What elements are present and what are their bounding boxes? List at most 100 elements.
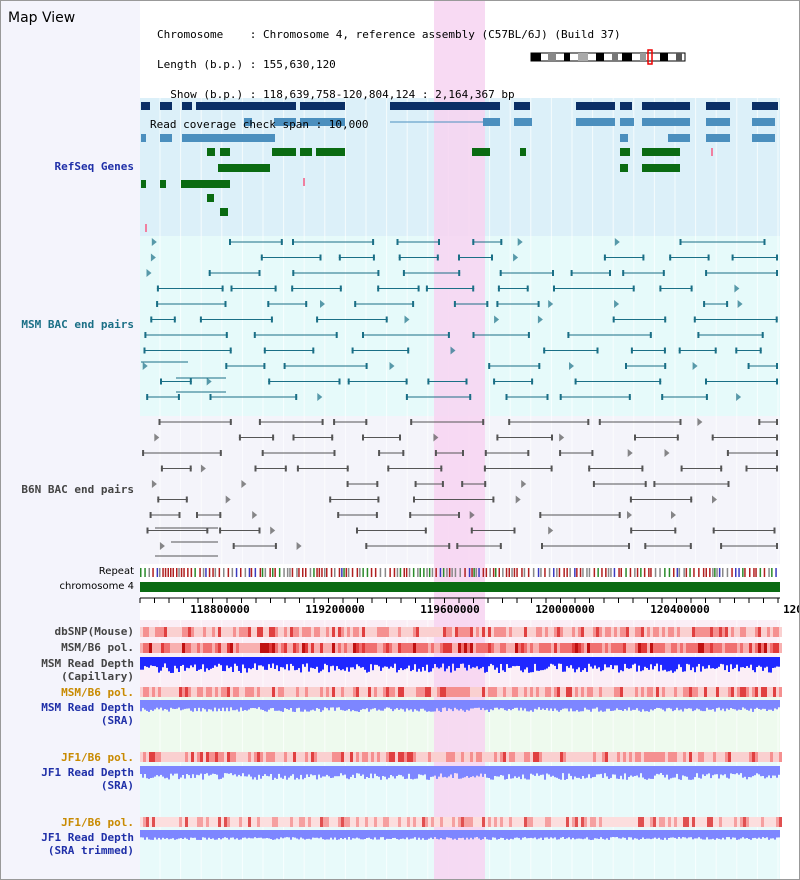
msm-depth-capillary-bar — [592, 657, 594, 669]
track-label-jf1-depth-sra[interactable]: JF1 Read Depth (SRA) — [41, 766, 134, 792]
msm-pol2-cell — [470, 687, 473, 697]
track-label-jf1-depth-trimmed[interactable]: JF1 Read Depth (SRA trimmed) — [41, 831, 134, 857]
track-label-msm-depth-sra[interactable]: MSM Read Depth (SRA) — [41, 701, 134, 727]
jf1-depth-trimmed-bar — [276, 830, 278, 839]
msm-depth-sra-bar — [428, 700, 430, 712]
jf1-depth-sra-bar — [368, 766, 370, 778]
jf1-pol-cell — [215, 752, 218, 762]
track-label-refseq[interactable]: RefSeq Genes — [54, 160, 134, 173]
msm-bac-pair-end — [208, 270, 211, 276]
jf1-depth-sra-bar — [688, 766, 690, 780]
jf1-depth-sra-bar — [470, 766, 472, 777]
msm-pol-cell — [206, 643, 209, 653]
track-label-b6n-bac[interactable]: B6N BAC end pairs — [21, 483, 134, 496]
msm-pol2-cell — [161, 687, 164, 697]
b6n-bac-pair-end — [644, 543, 647, 549]
msm-depth-sra-bar — [568, 700, 570, 712]
track-label-jf1-pol[interactable]: JF1/B6 pol. — [61, 751, 134, 764]
jf1-pol2-cell — [770, 817, 773, 827]
msm-bac-pair-end — [546, 394, 549, 400]
jf1-pol-cell — [200, 752, 203, 762]
jf1-depth-trimmed-bar — [398, 830, 400, 840]
msm-depth-capillary-bar — [672, 657, 674, 673]
jf1-pol-cell — [767, 752, 770, 762]
track-label-repeat[interactable]: Repeat — [98, 566, 134, 577]
jf1-depth-trimmed-bar — [428, 830, 430, 839]
msm-depth-sra-bar — [188, 700, 190, 709]
track-label-msm-depth-capillary[interactable]: MSM Read Depth (Capillary) — [41, 657, 134, 683]
msm-bac-pair-end — [417, 285, 420, 292]
msm-pol2-cell — [464, 687, 467, 697]
msm-bac-pair-end — [385, 316, 388, 323]
track-label-msm-pol[interactable]: MSM/B6 pol. — [61, 641, 134, 654]
jf1-pol-cell — [566, 752, 569, 762]
repeat-element — [162, 568, 164, 577]
dbsnp-cell — [311, 627, 314, 637]
repeat-element — [648, 568, 650, 577]
jf1-depth-sra-bar — [518, 766, 520, 777]
jf1-depth-trimmed-bar — [618, 830, 620, 839]
track-label-msm-bac[interactable]: MSM BAC end pairs — [21, 318, 134, 331]
msm-pol2-cell — [752, 687, 755, 697]
dbsnp-cell — [467, 627, 470, 637]
gene-exon — [752, 102, 778, 110]
jf1-pol2-cell — [194, 817, 197, 827]
jf1-pol-cell — [317, 752, 320, 762]
jf1-depth-sra-bar — [232, 766, 234, 776]
msm-pol2-cell — [692, 687, 695, 697]
jf1-pol-cell — [479, 752, 482, 762]
jf1-pol2-cell — [617, 817, 620, 827]
repeat-element — [610, 568, 612, 577]
jf1-depth-sra-bar — [538, 766, 540, 776]
track-label-jf1-pol-2[interactable]: JF1/B6 pol. — [61, 816, 134, 829]
repeat-element — [768, 568, 770, 577]
b6n-bac-pair-end — [776, 419, 778, 425]
msm-pol2-cell — [173, 687, 176, 697]
msm-pol-cell — [620, 643, 623, 653]
msm-depth-sra-bar — [446, 700, 448, 711]
msm-depth-sra-bar — [150, 700, 152, 710]
jf1-depth-sra-bar — [360, 766, 362, 776]
dbsnp-cell — [614, 627, 617, 637]
track-label-dbsnp[interactable]: dbSNP(Mouse) — [54, 625, 134, 638]
msm-depth-sra-bar — [162, 700, 164, 711]
msm-depth-sra-bar — [590, 700, 592, 712]
b6n-bac-pair-single — [515, 495, 521, 504]
repeat-element — [454, 568, 457, 577]
msm-depth-capillary-bar — [248, 657, 250, 669]
repeat-element — [668, 568, 671, 577]
jf1-depth-sra-bar — [418, 766, 420, 775]
repeat-element — [636, 568, 639, 577]
jf1-pol-cell — [452, 752, 455, 762]
msm-pol2-cell — [671, 687, 674, 697]
dbsnp-cell — [605, 627, 608, 637]
msm-depth-sra-bar — [544, 700, 546, 710]
msm-pol-cell — [458, 643, 461, 653]
msm-bac-pair-end — [570, 270, 573, 276]
msm-depth-capillary-bar — [208, 657, 210, 671]
jf1-pol-cell — [197, 752, 200, 762]
jf1-depth-sra-bar — [322, 766, 324, 777]
jf1-depth-sra-bar — [158, 766, 160, 777]
jf1-pol2-cell — [152, 817, 155, 827]
jf1-pol-cell — [560, 752, 563, 762]
msm-bac-pair-end — [156, 285, 159, 292]
msm-pol-cell — [305, 643, 308, 653]
repeat-element — [435, 568, 437, 577]
msm-depth-sra-bar — [376, 700, 378, 711]
track-label-msm-pol-2[interactable]: MSM/B6 pol. — [61, 686, 134, 699]
msm-depth-sra-bar — [682, 700, 684, 712]
msm-pol2-cell — [665, 687, 668, 697]
msm-pol2-cell — [743, 687, 746, 697]
msm-depth-capillary-bar — [622, 657, 624, 672]
jf1-pol2-cell — [461, 817, 464, 827]
msm-depth-capillary-bar — [674, 657, 676, 672]
msm-pol-cell — [194, 643, 197, 653]
msm-bac-pair-end — [526, 285, 529, 292]
jf1-depth-trimmed-bar — [634, 830, 636, 839]
msm-pol-cell — [146, 643, 149, 653]
msm-depth-capillary-bar — [644, 657, 646, 667]
repeat-element — [384, 568, 387, 577]
msm-depth-sra-bar — [156, 700, 158, 708]
gene-marker — [303, 178, 305, 186]
